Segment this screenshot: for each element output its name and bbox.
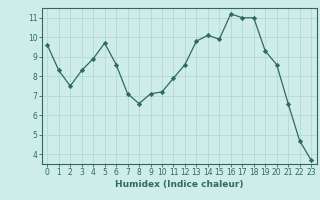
X-axis label: Humidex (Indice chaleur): Humidex (Indice chaleur) [115, 180, 244, 189]
